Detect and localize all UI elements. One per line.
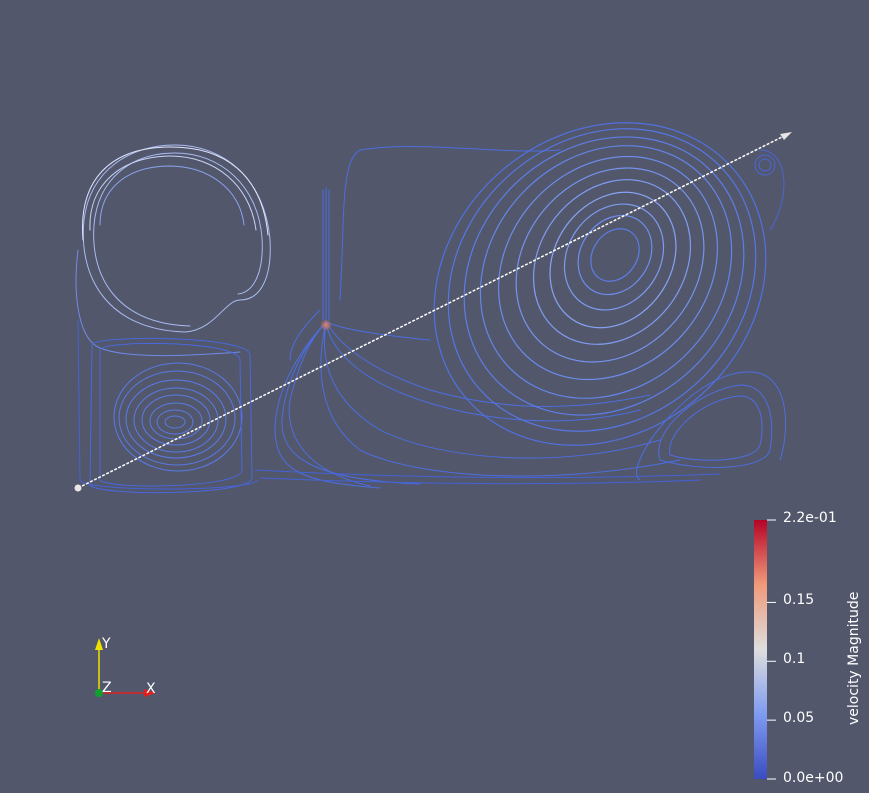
z-axis-label: Z xyxy=(102,680,112,696)
line-widget-start-handle[interactable] xyxy=(74,484,82,492)
color-legend-ticks xyxy=(767,601,776,721)
streamline-group-bottom-edge xyxy=(254,469,721,485)
streamlines xyxy=(75,122,787,494)
y-axis-arrow xyxy=(95,638,103,650)
y-axis-label: Y xyxy=(102,636,111,652)
line-widget-end-arrow[interactable] xyxy=(780,132,792,140)
color-legend-max-label: 2.2e-01 xyxy=(783,510,837,526)
streamline-group-right-vortex xyxy=(433,122,767,446)
streamline-group-bottom-left-vortex xyxy=(77,319,259,494)
x-axis-label: X xyxy=(146,681,156,697)
orientation-axes xyxy=(95,638,156,697)
streamline-group-bottom-right xyxy=(636,149,787,481)
streamline-group-top-left-loop xyxy=(75,144,271,357)
color-legend-title: velocity Magnitude xyxy=(846,591,862,725)
x-axis-arrow xyxy=(144,689,156,697)
line-widget-line[interactable] xyxy=(77,133,789,489)
color-legend-tick-label: 0.05 xyxy=(783,710,815,727)
color-legend-tick-label: 0.15 xyxy=(783,592,815,609)
color-legend-bar[interactable] xyxy=(754,520,767,779)
line-widget[interactable] xyxy=(74,132,793,492)
color-legend-min-label: 0.0e+00 xyxy=(783,770,844,786)
color-legend-tick-label: 0.1 xyxy=(783,651,806,668)
z-axis-dot xyxy=(95,689,103,697)
streamline-group-center-jet xyxy=(274,145,681,489)
high-velocity-spot xyxy=(320,319,332,331)
color-legend[interactable] xyxy=(754,519,776,780)
